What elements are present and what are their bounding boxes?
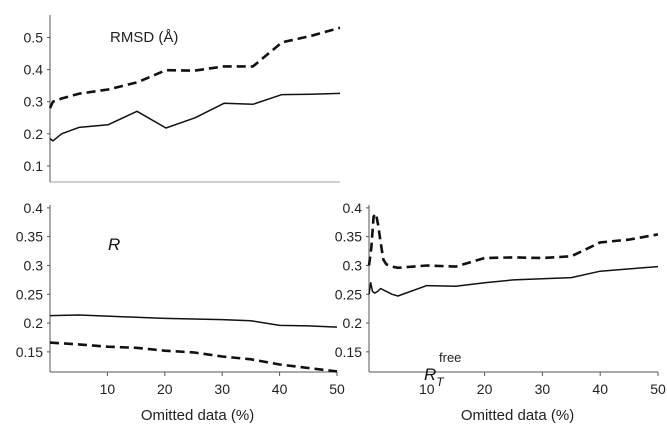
y-tick-label: 0.2 xyxy=(343,315,363,331)
panel-title-superscript: free xyxy=(439,350,461,365)
y-tick-label: 0.2 xyxy=(24,315,44,331)
y-tick-label: 0.35 xyxy=(16,229,43,245)
x-tick-label: 50 xyxy=(329,381,345,397)
series-solid-line xyxy=(49,314,338,328)
y-tick-label: 0.3 xyxy=(343,257,363,273)
y-tick-label: 0.4 xyxy=(24,200,44,216)
x-tick-label: 30 xyxy=(214,381,230,397)
y-tick-label: 0.15 xyxy=(335,344,362,360)
panel-rmsd: 0.1 0.2 0.3 0.4 0.5 RMSD (Å) xyxy=(24,15,341,183)
x-tick-label: 40 xyxy=(272,381,288,397)
x-tick-label: 40 xyxy=(592,381,608,397)
panel-title: RMSD (Å) xyxy=(110,29,178,46)
panel-title: RT xyxy=(424,365,445,389)
x-tick-label: 30 xyxy=(535,381,551,397)
panel-r: 0.15 0.2 0.25 0.3 0.35 0.4 10 20 30 40 50 R Omitted … xyxy=(16,200,345,424)
x-tick-label: 50 xyxy=(650,381,666,397)
y-tick-label: 0.4 xyxy=(343,200,363,216)
series-dashed-line xyxy=(49,341,338,373)
y-tick-label: 0.25 xyxy=(16,286,43,302)
panel-title: R xyxy=(108,235,120,254)
y-tick-label: 0.3 xyxy=(24,94,44,110)
y-tick-label: 0.2 xyxy=(24,126,44,142)
x-tick-label: 10 xyxy=(100,381,116,397)
x-axis-title: Omitted data (%) xyxy=(141,407,254,424)
x-tick-label: 20 xyxy=(477,381,493,397)
series-solid-line xyxy=(368,265,659,297)
y-tick-label: 0.35 xyxy=(335,229,362,245)
x-tick-label: 20 xyxy=(157,381,173,397)
y-tick-label: 0.3 xyxy=(24,257,44,273)
y-tick-label: 0.5 xyxy=(24,29,44,45)
y-tick-label: 0.25 xyxy=(335,286,362,302)
series-dashed-line xyxy=(367,212,659,270)
y-tick-label: 0.15 xyxy=(16,344,43,360)
series-dashed-line xyxy=(48,26,341,109)
y-tick-label: 0.4 xyxy=(24,62,44,78)
series-solid-line xyxy=(49,92,341,142)
x-axis-title: Omitted data (%) xyxy=(461,407,574,424)
x-tick-label: 10 xyxy=(419,381,435,397)
y-tick-label: 0.1 xyxy=(24,158,44,174)
